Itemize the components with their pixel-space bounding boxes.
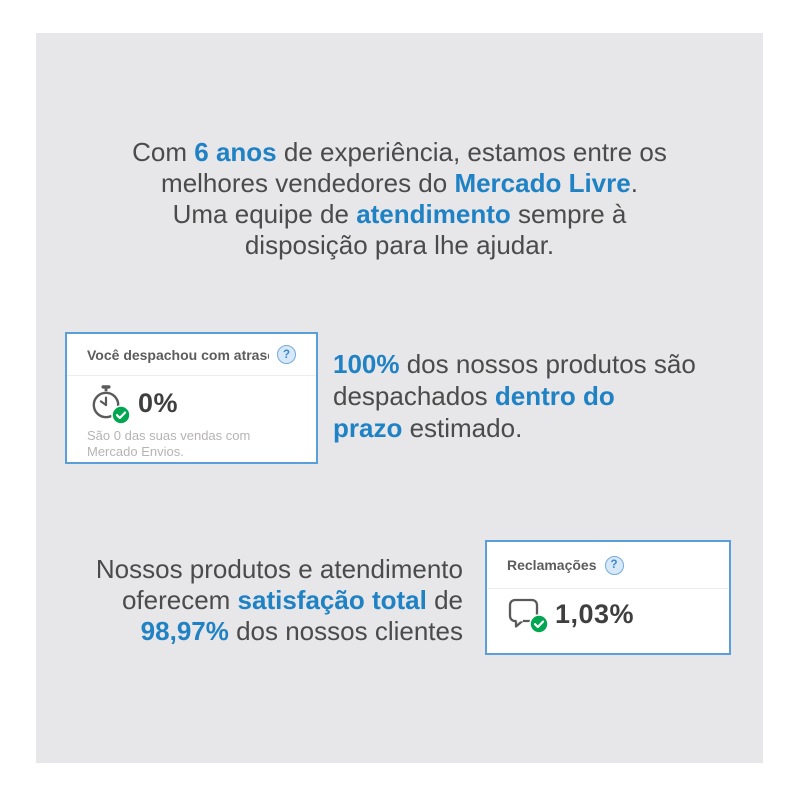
intro-paragraph: Com 6 anos de experiência, estamos entre… [36,137,763,261]
text-highlight: dentro do [494,381,615,411]
text-highlight: satisfação total [237,585,427,615]
claims-metric-card: Reclamações ? [485,540,731,655]
green-check-badge-icon [529,614,549,634]
text-segment: dos nossos produtos são [399,349,696,379]
help-info-icon[interactable]: ? [277,345,296,364]
shipping-line-2: despachados dentro do [333,380,696,412]
claims-metric-value: 1,03% [555,598,635,629]
satisfaction-line-1: Nossos produtos e atendimento [66,554,463,585]
text-segment: estimado. [402,413,523,443]
satisfaction-line-3: 98,97% dos nossos clientes [66,616,463,647]
text-segment: melhores vendedores do [161,168,455,198]
gray-panel: Com 6 anos de experiência, estamos entre… [36,33,763,763]
card-body: 0% São 0 das suas vendas com Mercado Env… [67,376,316,460]
intro-line-4: disposição para lhe ajudar. [36,230,763,261]
shipping-line-3: prazo estimado. [333,412,696,444]
metric-row: 1,03% [507,597,709,634]
shipping-paragraph: 100% dos nossos produtos são despachados… [333,348,696,444]
text-segment: oferecem [121,585,238,615]
text-highlight: atendimento [356,199,511,229]
intro-line-3: Uma equipe de atendimento sempre à [36,199,763,230]
text-highlight: Mercado Livre [454,168,631,198]
stopwatch-icon [87,384,131,425]
card-header: Você despachou com atraso ? [67,334,316,376]
text-highlight: prazo [333,413,403,443]
shipping-metric-subtitle: São 0 das suas vendas com Mercado Envios… [87,428,251,459]
text-segment: disposição para lhe ajudar. [244,230,555,260]
text-highlight: 100% [333,349,400,379]
intro-line-1: Com 6 anos de experiência, estamos entre… [36,137,763,168]
text-segment: sempre à [510,199,627,229]
intro-line-2: melhores vendedores do Mercado Livre. [36,168,763,199]
card-header: Reclamações ? [487,542,729,589]
card-body: 1,03% [487,589,729,634]
shipping-metric-value: 0% [138,387,179,418]
text-segment: Nossos produtos e atendimento [95,554,463,584]
satisfaction-line-2: oferecem satisfação total de [66,585,463,616]
text-highlight: 98,97% [140,616,229,646]
help-info-icon[interactable]: ? [604,555,624,575]
shipping-metric-card: Você despachou com atraso ? [65,332,318,464]
satisfaction-paragraph: Nossos produtos e atendimento oferecem s… [66,554,463,647]
text-segment: . [630,168,638,198]
text-segment: Com [132,137,195,167]
chat-bubble-icon [507,597,549,634]
text-highlight: 6 anos [194,137,277,167]
green-check-badge-icon [111,405,131,425]
shipping-line-1: 100% dos nossos produtos são [333,348,696,380]
text-segment: de [426,585,463,615]
metric-row: 0% [87,384,296,425]
card-title: Reclamações [507,557,597,573]
card-title: Você despachou com atraso [87,346,269,363]
text-segment: de experiência, estamos entre os [276,137,667,167]
text-segment: dos nossos clientes [228,616,463,646]
text-segment: Uma equipe de [172,199,357,229]
text-segment: despachados [333,381,495,411]
